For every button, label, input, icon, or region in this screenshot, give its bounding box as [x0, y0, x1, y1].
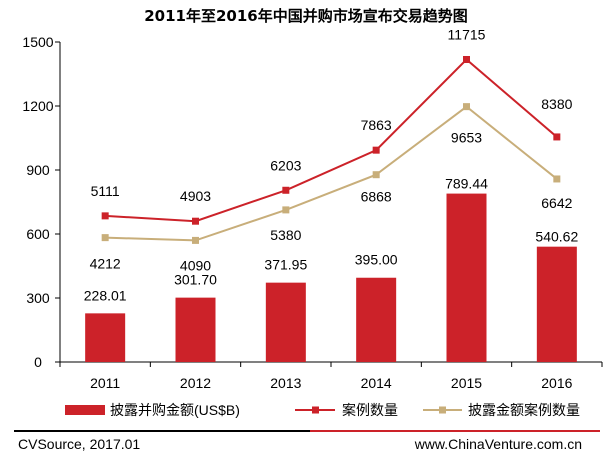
series-line [105, 105, 558, 242]
bar [175, 297, 216, 362]
disclosed-count-label: 4090 [180, 257, 211, 273]
case-count-label: 4903 [180, 188, 211, 204]
case-count-label: 6203 [270, 157, 301, 173]
bar-value-label: 789.44 [445, 176, 488, 192]
x-tick-label: 2012 [180, 375, 211, 391]
footer-website: www.ChinaVenture.com.cn [414, 436, 582, 452]
series-point [101, 212, 109, 220]
y-tick-label: 600 [26, 226, 50, 242]
bar-value-label: 540.62 [535, 229, 578, 245]
bar-value-label: 228.01 [84, 287, 127, 303]
y-tick-label: 0 [34, 354, 42, 370]
bar [536, 246, 577, 362]
x-tick-label: 2016 [541, 375, 572, 391]
series-point [372, 171, 380, 179]
y-tick-label: 1200 [22, 98, 53, 114]
legend-swatch-marker [312, 406, 319, 414]
series-point [553, 175, 561, 183]
series-point [372, 146, 380, 154]
series-point [192, 217, 199, 225]
bar [356, 277, 397, 362]
legend-swatch-marker [439, 406, 446, 414]
legend-swatch-bar [65, 405, 105, 415]
x-tick-label: 2011 [90, 375, 120, 391]
chart-title: 2011年至2016年中国并购市场宣布交易趋势图 [144, 7, 468, 25]
x-tick-label: 2015 [451, 375, 482, 391]
series-point [282, 206, 290, 214]
legend-label: 披露并购金额(US$B) [110, 402, 240, 418]
legend: 披露并购金额(US$B) 案例数量 披露金额案例数量 [65, 402, 580, 418]
x-tick-label: 2014 [361, 375, 392, 391]
bar [265, 282, 306, 362]
case-count-label: 11715 [448, 26, 486, 42]
bar [85, 313, 126, 362]
disclosed-count-label: 4212 [90, 256, 121, 272]
disclosed-count-label: 9653 [451, 130, 482, 146]
bar-value-label: 371.95 [264, 257, 307, 273]
disclosed-count-label: 6642 [541, 195, 572, 211]
series-point [192, 236, 199, 244]
case-count-label: 8380 [541, 96, 572, 112]
series-line [105, 58, 558, 223]
case-count-label: 5111 [91, 183, 120, 199]
y-tick-label: 900 [26, 162, 50, 178]
plot-area: 0 300 600 900 1200 1500 2011 2012 2013 2014 2015 20… [22, 26, 603, 391]
legend-label: 披露金额案例数量 [468, 402, 580, 418]
bar-value-label: 395.00 [355, 252, 398, 268]
y-tick-label: 1500 [22, 34, 53, 50]
series-point [463, 103, 470, 111]
y-tick-label: 300 [26, 290, 50, 306]
x-tick-label: 2013 [270, 375, 301, 391]
bar [446, 193, 487, 362]
footer-source: CVSource, 2017.01 [18, 436, 140, 452]
disclosed-count-label: 5380 [270, 227, 301, 243]
series-point [553, 133, 561, 141]
series-point [463, 55, 470, 63]
series-point [282, 186, 290, 194]
disclosed-count-label: 6868 [361, 189, 392, 205]
case-count-label: 7863 [361, 117, 392, 133]
series-point [101, 234, 109, 242]
bar-value-label: 301.70 [174, 272, 217, 288]
legend-label: 案例数量 [342, 402, 398, 418]
